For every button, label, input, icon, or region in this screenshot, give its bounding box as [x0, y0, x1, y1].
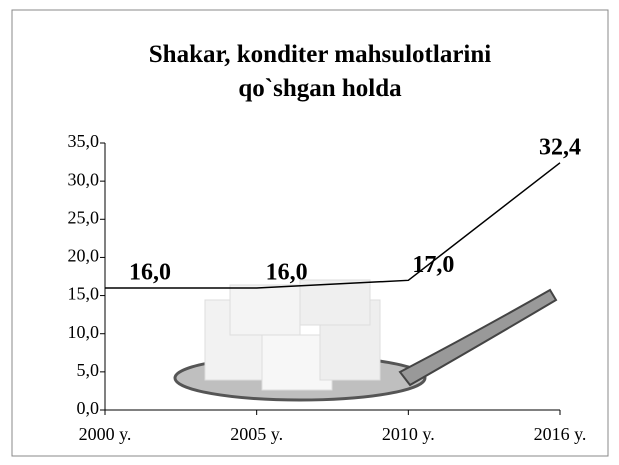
value-label: 16,0 [129, 259, 171, 285]
y-tick-label: 10,0 [68, 322, 100, 342]
x-tick-label: 2005 y. [230, 424, 283, 444]
x-tick-label: 2016 y. [534, 424, 587, 444]
y-tick-label: 25,0 [68, 207, 100, 227]
y-tick-label: 35,0 [68, 131, 100, 151]
x-tick-label: 2010 y. [382, 424, 435, 444]
y-tick-label: 30,0 [68, 169, 100, 189]
chart-container: 0,0 5,0 10,0 15,0 20,0 25,0 30,0 35,0 2000 y. 16,… [0, 0, 619, 465]
value-label: 17,0 [412, 252, 454, 278]
chart-title: Shakar, konditer mahsulotlarini qo`shgan… [100, 38, 540, 106]
y-tick-label: 0,0 [77, 398, 100, 418]
x-tick-label: 2000 y. [79, 424, 132, 444]
y-tick-label: 15,0 [68, 284, 100, 304]
value-label: 32,4 [539, 134, 581, 160]
y-tick-label: 5,0 [77, 360, 100, 380]
y-tick-label: 20,0 [68, 246, 100, 266]
value-label: 16,0 [266, 259, 308, 285]
